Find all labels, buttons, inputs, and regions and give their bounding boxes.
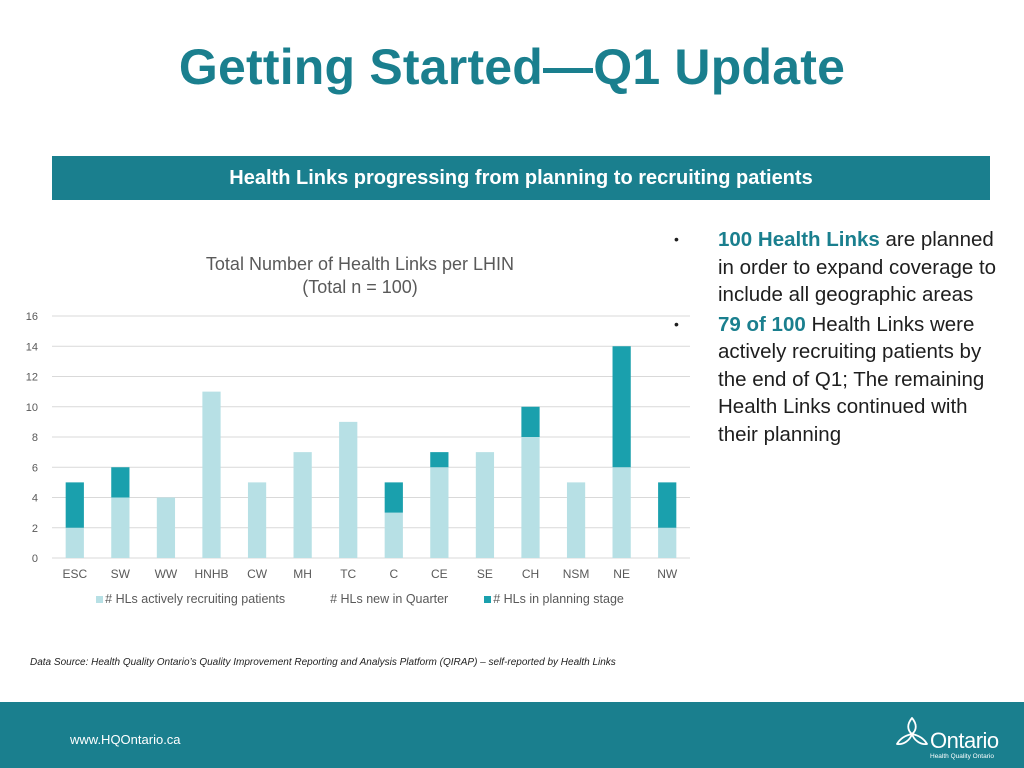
x-tick-label: CE <box>431 567 448 581</box>
x-tick-label: C <box>389 567 398 581</box>
bar-segment <box>202 391 221 558</box>
bullet-body: Health Links were actively recruiting pa… <box>718 312 985 446</box>
y-tick-label: 12 <box>26 372 38 384</box>
x-tick-label: CW <box>247 567 268 581</box>
section-banner: Health Links progressing from planning t… <box>52 156 990 200</box>
bar-segment <box>430 467 449 558</box>
banner-text: Health Links progressing from planning t… <box>229 166 813 189</box>
chart-plot: 0 2 4 6 8 10 12 14 16 ESC SW WW HNHB CW MH TC C CE SE CH NSM… <box>26 311 690 581</box>
legend-item: # HLs in planning stage <box>484 592 624 606</box>
bar-segment <box>612 346 631 468</box>
chart-title: Total Number of Health Links per LHIN (T… <box>18 253 702 299</box>
y-tick-label: 0 <box>32 553 38 565</box>
legend-swatch <box>96 595 104 603</box>
x-tick-label: ESC <box>62 567 87 581</box>
legend-swatch <box>321 595 329 603</box>
bullet-marker: • <box>674 315 679 332</box>
chart-legend: # HLs actively recruiting patients # HLs … <box>18 592 702 606</box>
x-tick-label: HNHB <box>194 567 228 581</box>
x-tick-label: SW <box>111 567 131 581</box>
x-tick-label: WW <box>155 567 178 581</box>
bullet-text: 100 Health Links are planned in order to… <box>718 226 1002 309</box>
chart-title-line-2: (Total n = 100) <box>302 277 418 297</box>
x-tick-label: SE <box>477 567 493 581</box>
bullet-highlight: 79 of 100 <box>718 312 806 336</box>
x-tick-label: TC <box>340 567 356 581</box>
bar-segment <box>111 467 130 498</box>
website-link[interactable]: www.HQOntario.ca <box>70 732 181 747</box>
y-tick-label: 10 <box>26 402 38 414</box>
y-tick-label: 2 <box>32 523 38 535</box>
trillium-icon <box>896 717 928 746</box>
bar-segment <box>521 406 540 437</box>
y-tick-label: 16 <box>26 311 38 323</box>
bar-segment <box>430 452 449 468</box>
logo-wordmark: Ontario <box>930 728 999 753</box>
y-tick-label: 8 <box>32 432 38 444</box>
ontario-logo: Ontario Health Quality Ontario <box>892 712 1004 764</box>
bullet-text: 79 of 100 Health Links were actively rec… <box>718 311 1002 449</box>
bar-segment <box>658 527 677 558</box>
bullet-body: are planned in order to expand coverage … <box>718 228 997 306</box>
y-tick-label: 14 <box>26 341 38 353</box>
bar-segment <box>65 482 84 528</box>
bar-segment <box>293 452 312 558</box>
bullet-item: • 100 Health Links are planned in order … <box>672 226 1002 309</box>
legend-label: # HLs actively recruiting patients <box>105 592 286 606</box>
bullet-marker: • <box>674 231 679 247</box>
bar-segment <box>521 437 540 558</box>
x-tick-label: CH <box>522 567 539 581</box>
bar-segment <box>384 512 403 558</box>
legend-item: # HLs actively recruiting patients <box>96 592 285 606</box>
bullet-list: • 100 Health Links are planned in order … <box>672 226 1002 450</box>
x-tick-label: NW <box>657 567 678 581</box>
logo-subtitle: Health Quality Ontario <box>930 753 994 760</box>
bar-segment <box>566 482 586 558</box>
data-source-note: Data Source: Health Quality Ontario’s Qu… <box>30 657 616 668</box>
bar-segment <box>247 482 267 558</box>
bar-segment <box>475 452 495 558</box>
bar-segment <box>65 527 84 558</box>
legend-item: # HLs new in Quarter <box>321 592 448 606</box>
bar-segment <box>339 421 358 558</box>
bar-segment <box>384 482 403 513</box>
legend-label: # HLs in planning stage <box>493 592 624 606</box>
y-tick-label: 4 <box>32 493 38 505</box>
slide-title: Getting Started—Q1 Update <box>178 39 846 95</box>
x-tick-label: NE <box>613 567 630 581</box>
x-tick-label: MH <box>293 567 312 581</box>
bullet-highlight: 100 Health Links <box>718 228 880 251</box>
stacked-bar-chart: Total Number of Health Links per LHIN (T… <box>18 248 698 618</box>
bar-segment <box>612 467 631 558</box>
x-tick-label: NSM <box>563 567 590 581</box>
bar-segment <box>658 482 677 528</box>
legend-label: # HLs new in Quarter <box>330 592 449 606</box>
chart-title-line-1: Total Number of Health Links per LHIN <box>205 254 515 274</box>
footer-bar: www.HQOntario.ca Ontario Health Quality … <box>0 702 1024 768</box>
bar-segment <box>156 497 176 558</box>
y-tick-label: 6 <box>32 462 38 474</box>
bullet-item: • 79 of 100 Health Links were actively r… <box>672 311 1002 449</box>
bar-segment <box>111 497 130 558</box>
legend-swatch <box>484 595 492 603</box>
